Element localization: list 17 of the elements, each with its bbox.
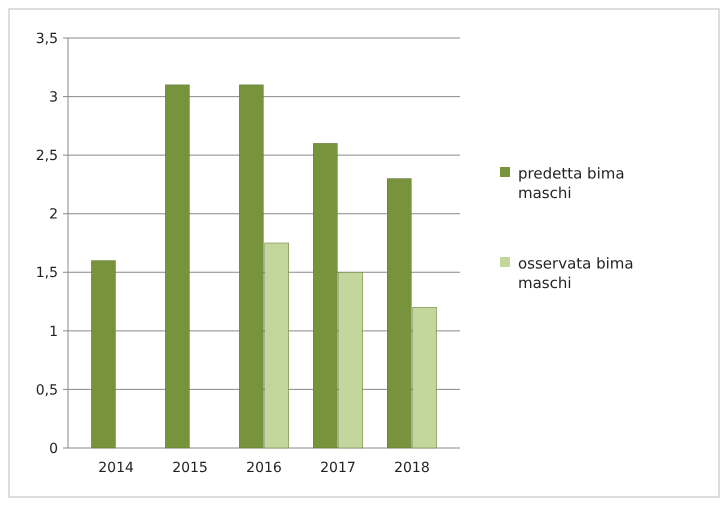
y-tick-label: 1	[49, 324, 58, 340]
y-tick-label: 3,5	[36, 30, 58, 47]
legend-label: osservata bima maschi	[518, 254, 634, 292]
bar	[165, 84, 190, 448]
x-tick-label: 2017	[320, 460, 356, 476]
y-tick-label: 0,5	[36, 382, 58, 398]
y-tick-label: 0	[49, 440, 58, 457]
y-tick-label: 3	[49, 89, 58, 106]
bar	[91, 260, 116, 448]
y-tick-label: 1,5	[36, 265, 58, 282]
legend-label: predetta bima maschi	[518, 164, 625, 202]
x-tick-label: 2015	[172, 460, 208, 476]
y-tick-label: 2,5	[36, 148, 58, 164]
y-tick-label: 2	[49, 206, 58, 223]
x-tick-label: 2016	[246, 460, 282, 476]
x-tick-label: 2018	[394, 460, 430, 476]
x-tick-label: 2014	[98, 460, 134, 476]
